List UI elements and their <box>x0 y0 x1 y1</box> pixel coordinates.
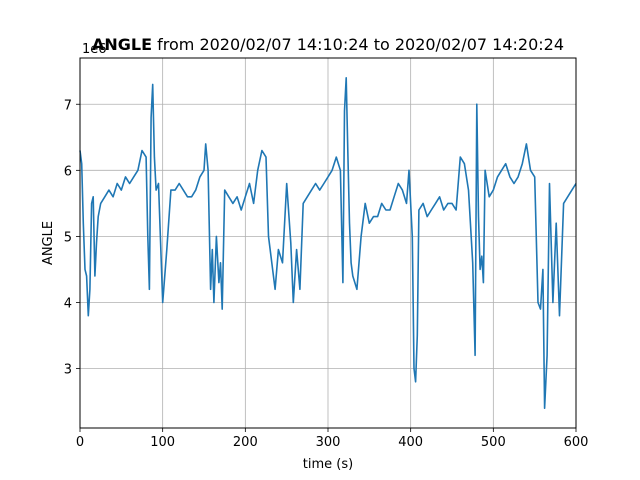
y-tick-label: 4 <box>64 296 72 311</box>
y-tick-label: 6 <box>64 164 72 179</box>
chart-title-bold: ANGLE <box>92 35 152 54</box>
data-series <box>79 77 577 410</box>
y-axis-label: ANGLE <box>41 221 56 265</box>
x-tick-label: 100 <box>150 435 175 450</box>
series-line-0 <box>79 77 577 410</box>
x-tick-label: 300 <box>316 435 341 450</box>
y-offset-label: 1e6 <box>82 42 107 57</box>
x-tick-label: 400 <box>398 435 423 450</box>
x-tick-label: 500 <box>481 435 506 450</box>
x-axis-label: time (s) <box>303 457 353 472</box>
x-tick-label: 0 <box>76 435 84 450</box>
y-axis-ticks: 3 4 5 6 7 <box>64 98 80 378</box>
chart-title-rest: from 2020/02/07 14:10:24 to 2020/02/07 1… <box>152 35 564 54</box>
x-tick-label: 600 <box>564 435 589 450</box>
y-tick-label: 7 <box>64 98 72 113</box>
y-tick-label: 3 <box>64 363 72 378</box>
chart-title: ANGLE from 2020/02/07 14:10:24 to 2020/0… <box>92 35 564 54</box>
x-axis-ticks: 0 100 200 300 400 500 600 <box>76 428 589 450</box>
x-tick-label: 200 <box>233 435 258 450</box>
y-tick-label: 5 <box>64 230 72 245</box>
